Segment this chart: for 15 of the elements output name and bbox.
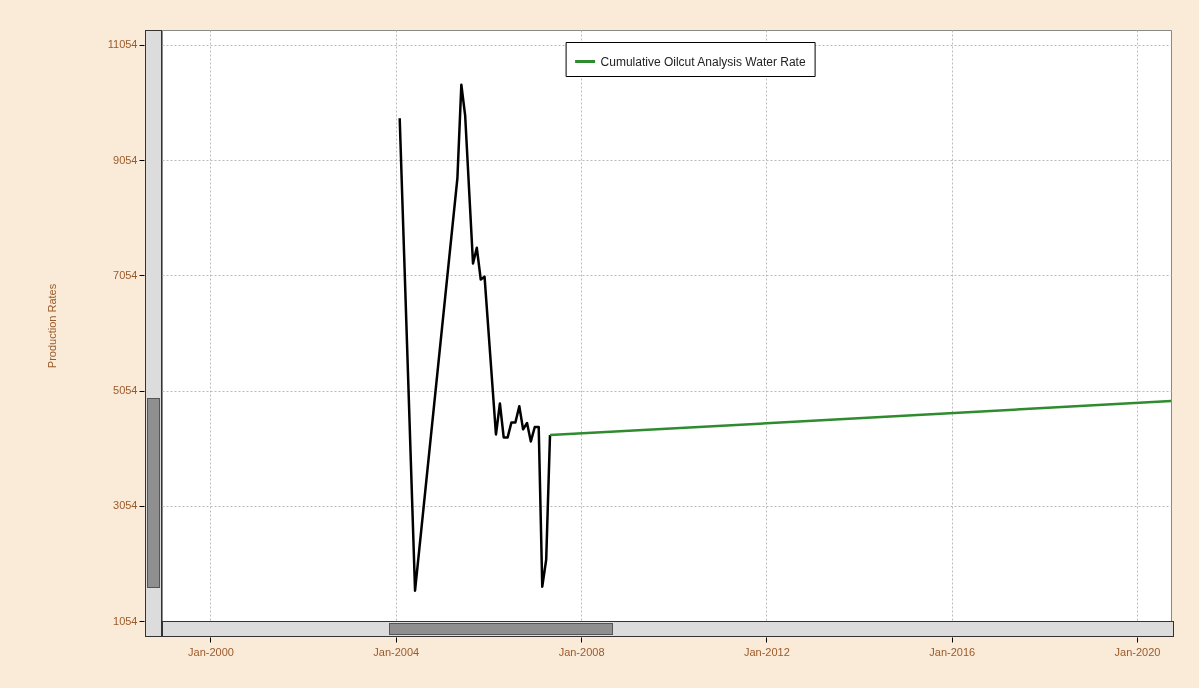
x-tick-label: Jan-2004 (373, 645, 420, 658)
line-series (398, 83, 552, 592)
x-tick-label: Jan-2000 (188, 645, 234, 658)
x-tick-label: Jan-2012 (743, 645, 790, 658)
y-tick-label: 11054 (107, 38, 138, 51)
legend-label: Cumulative Oilcut Analysis Water Rate (600, 54, 806, 69)
y-tick-label: 3054 (113, 499, 138, 512)
x-tick-label: Jan-2008 (558, 645, 605, 658)
y-axis-title: Production Rates (45, 283, 58, 369)
y-tick-label: 1054 (113, 614, 138, 627)
x-tick-label: Jan-2016 (929, 645, 976, 658)
y-tick-label: 9054 (113, 153, 138, 166)
x-tick-label: Jan-2020 (1114, 645, 1161, 658)
y-tick-label: 5054 (113, 384, 138, 396)
y-tick-label: 7054 (113, 268, 138, 281)
